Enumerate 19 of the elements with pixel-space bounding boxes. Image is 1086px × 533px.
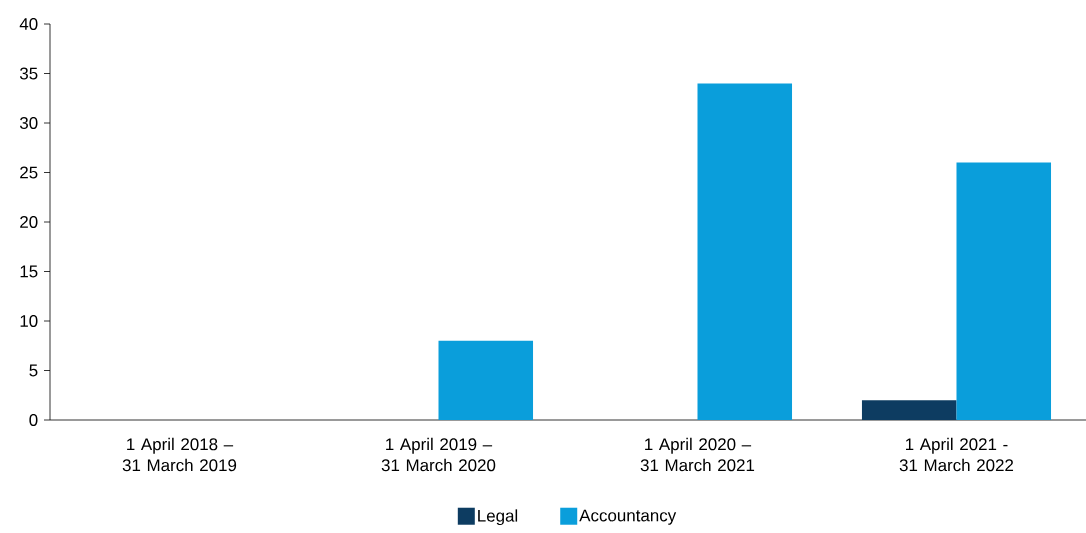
y-tick-label: 5 bbox=[29, 364, 38, 377]
bar bbox=[861, 400, 957, 420]
legend-label: Accountancy bbox=[579, 509, 677, 525]
y-tick-label: 25 bbox=[20, 166, 38, 179]
y-tick-label: 20 bbox=[20, 216, 38, 228]
y-tick-label: 30 bbox=[19, 117, 38, 129]
x-tick-label: 1 April 2020 – 31 March 2021 bbox=[640, 437, 755, 472]
legend-label: Legal bbox=[478, 509, 518, 526]
x-tick-label: 1 April 2021 - 31 March 2022 bbox=[899, 437, 1014, 472]
bar bbox=[438, 340, 534, 420]
y-tick-label: 15 bbox=[20, 265, 38, 278]
bar bbox=[697, 83, 793, 420]
bar bbox=[956, 162, 1052, 420]
y-tick-label: 35 bbox=[19, 67, 38, 80]
x-tick-label: 1 April 2018 – 31 March 2019 bbox=[122, 437, 237, 472]
y-tick-label: 0 bbox=[29, 414, 38, 426]
x-tick-label: 1 April 2019 – 31 March 2020 bbox=[381, 437, 496, 472]
y-tick-label: 40 bbox=[19, 18, 38, 30]
y-tick-label: 10 bbox=[20, 315, 38, 327]
